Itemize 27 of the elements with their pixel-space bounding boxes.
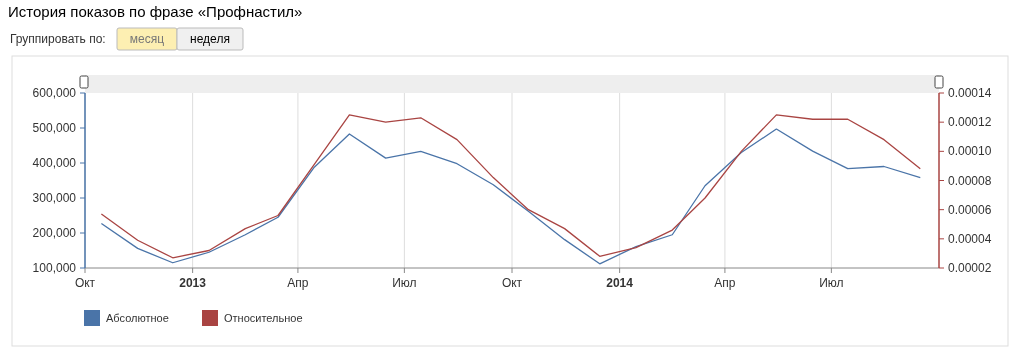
chart-title: История показов по фразе «Профнастил»: [8, 3, 303, 20]
y2-tick-label: 0.00002: [948, 261, 992, 275]
legend-label: Относительное: [224, 312, 303, 324]
y-tick-label: 100,000: [32, 261, 77, 275]
y2-tick-label: 0.00010: [948, 144, 992, 159]
x-tick-label: Апр: [714, 276, 736, 290]
y2-tick-label: 0.00006: [948, 202, 992, 217]
y2-tick-label: 0.00008: [948, 173, 992, 188]
y-tick-label: 200,000: [32, 226, 77, 240]
y-tick-label: 500,000: [32, 121, 77, 135]
y2-tick-label: 0.00012: [948, 115, 992, 130]
x-tick-label: Окт: [501, 276, 523, 290]
x-tick-label: Июл: [392, 276, 417, 290]
y-tick-label: 400,000: [32, 156, 77, 170]
y-tick-label: 600,000: [32, 86, 77, 100]
x-tick-label: Апр: [287, 276, 309, 290]
y-tick-label: 300,000: [32, 191, 77, 205]
x-tick-label: 2014: [606, 276, 634, 290]
toggle-button: неделя: [176, 27, 244, 51]
legend-label: Абсолютное: [106, 312, 169, 324]
y2-tick-label: 0.00004: [948, 231, 992, 246]
y2-tick-label: 0.00014: [948, 86, 992, 100]
x-tick-label: Окт: [74, 276, 96, 290]
x-tick-label: 2013: [179, 276, 207, 290]
x-tick-label: Июл: [819, 276, 844, 290]
text: Группировать по:: [10, 32, 106, 46]
toggle-button: месяц: [116, 27, 178, 51]
